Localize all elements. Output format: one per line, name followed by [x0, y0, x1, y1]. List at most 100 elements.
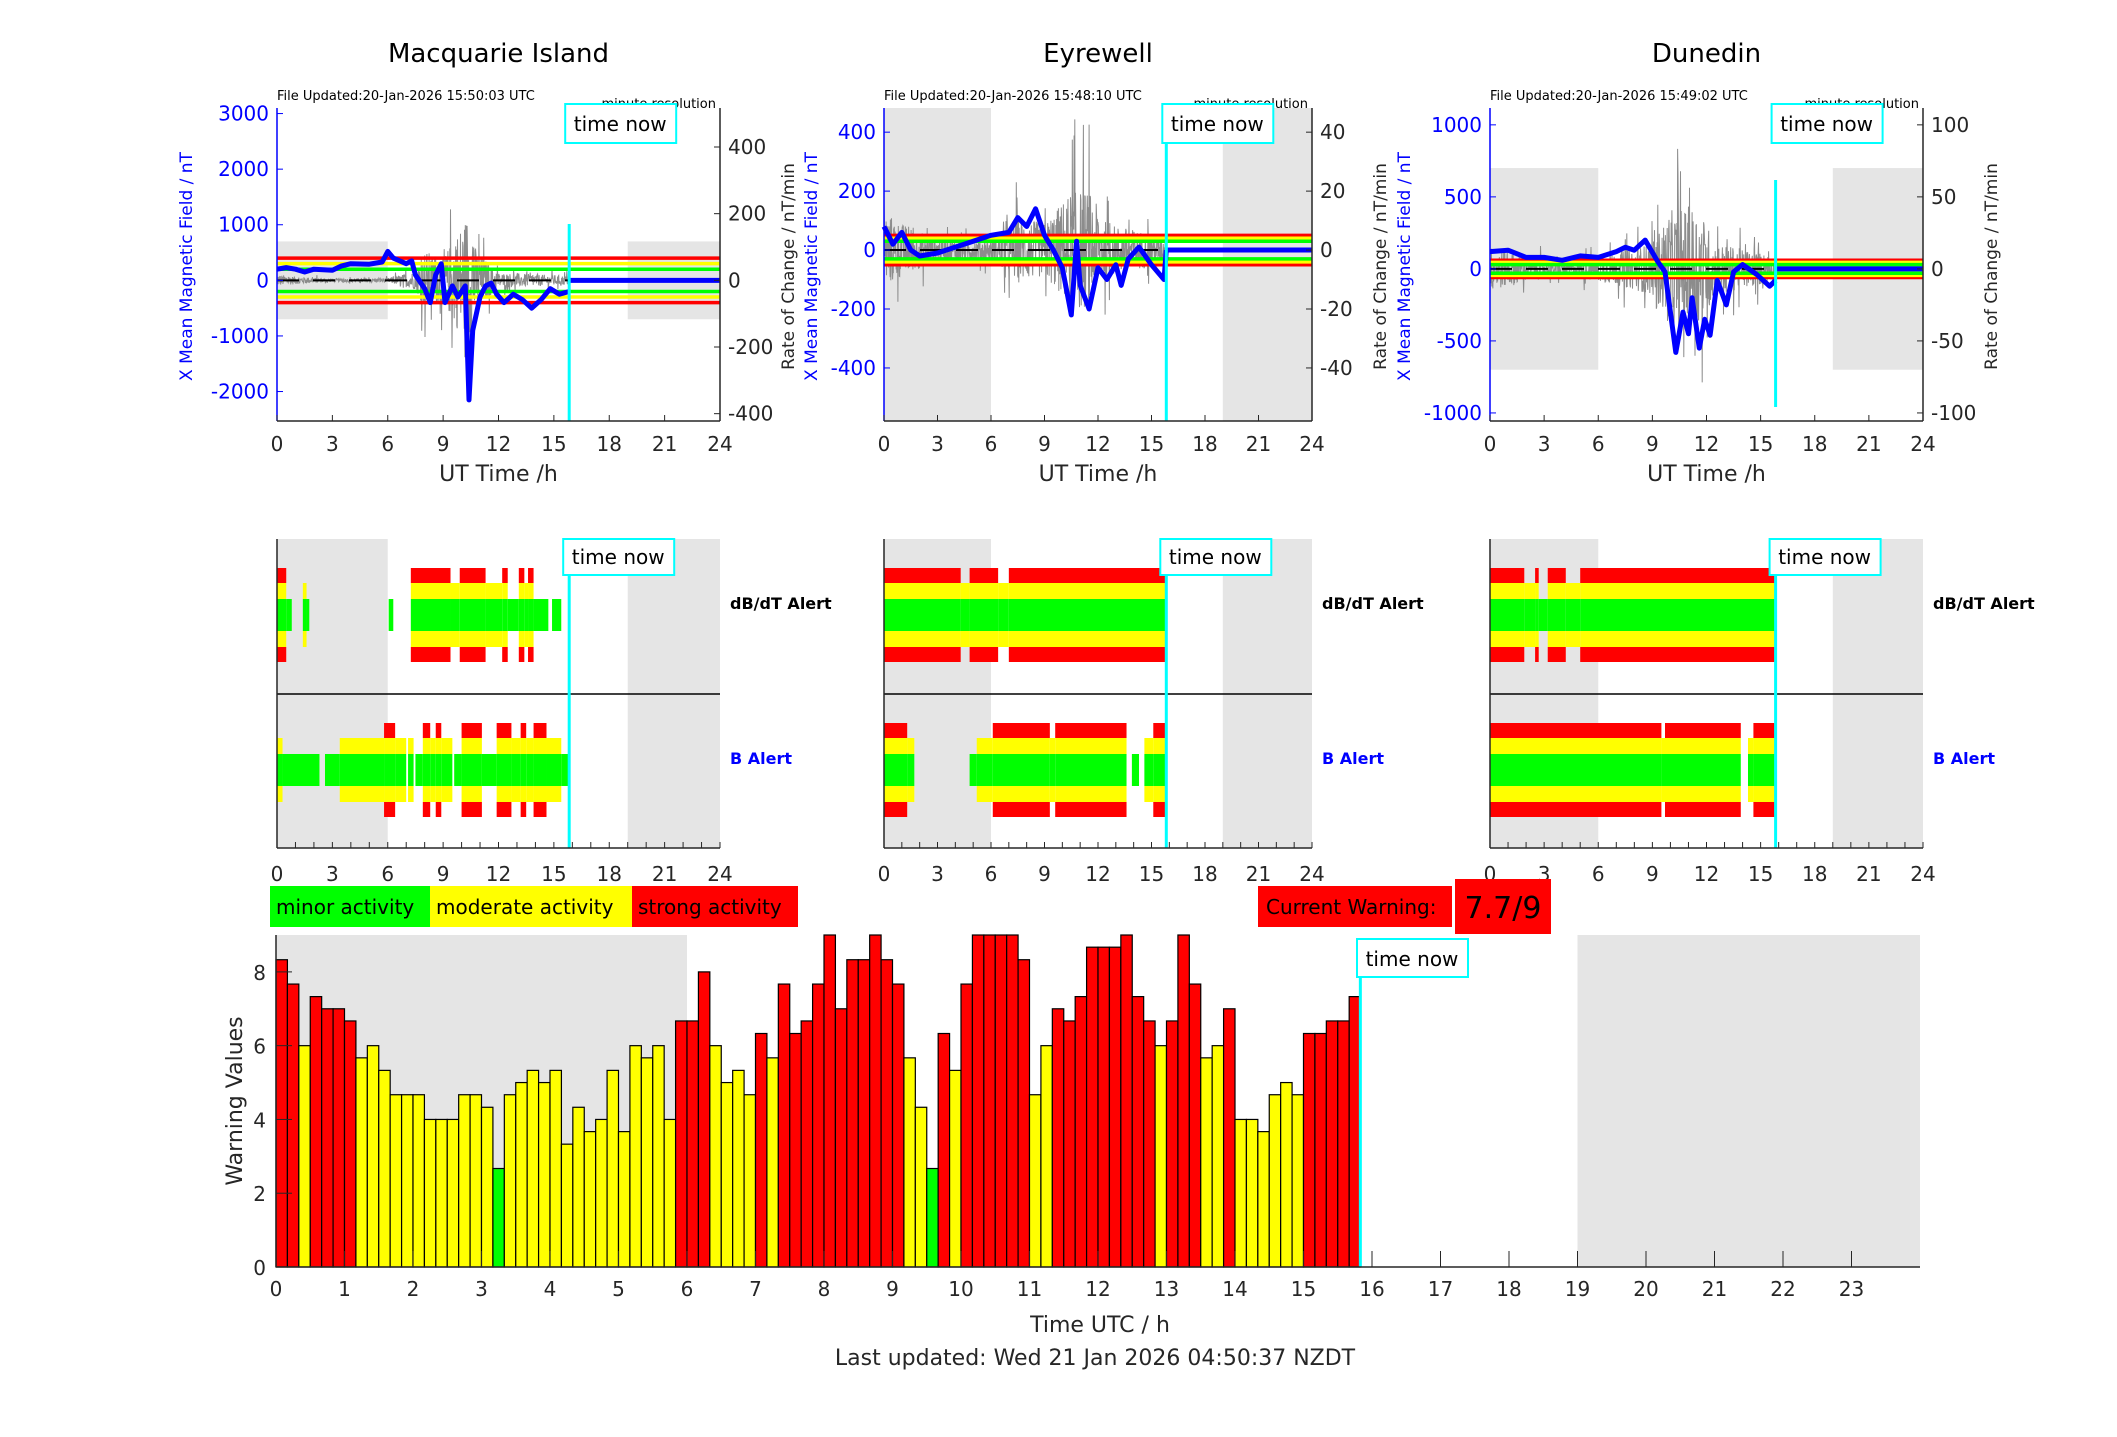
warning-bar — [332, 1008, 346, 1268]
right-tick-label: 20 — [1320, 179, 1345, 203]
warning-bar — [880, 959, 894, 1268]
b-alert-minor-bar — [1049, 754, 1056, 786]
b-alert-minor-bar — [384, 754, 396, 786]
x-tick-label: 22 — [1770, 1277, 1795, 1301]
station-eyrewell-field-chart: Eyrewell File Updated:20-Jan-2026 15:48:1… — [802, 39, 1391, 487]
mean-field-series — [1489, 237, 1778, 355]
db-dt-alert-strong-bar — [1008, 647, 1166, 662]
warning-bar — [994, 934, 1008, 1268]
time-now-box — [1356, 938, 1469, 978]
db-dt-alert-minor-bar — [524, 599, 529, 631]
b-alert-strong-bar — [1665, 802, 1741, 817]
b-alert-moderate-bar — [496, 738, 512, 754]
station-macquarie-island-alert-chart: time now 0 3 6 9 12 15 18 21 24 dB/dT Alert B Alert — [271, 538, 832, 886]
db-dt-alert-moderate-bar — [502, 631, 508, 647]
warning-bar — [606, 1069, 620, 1268]
b-alert-moderate-bar — [408, 786, 414, 802]
b-alert-minor-bar — [546, 754, 562, 786]
right-tick-label: -200 — [728, 335, 773, 359]
x-tick-label: 24 — [1299, 432, 1324, 456]
warning-bar — [891, 983, 905, 1268]
left-tick-label: 2000 — [218, 157, 269, 181]
b-alert-strong-bar — [435, 723, 442, 738]
warning-bar — [1234, 1118, 1248, 1268]
b-alert-minor-bar — [1490, 754, 1662, 786]
warning-bar — [1222, 1008, 1236, 1268]
b-alert-moderate-bar — [1153, 786, 1166, 802]
left-tick-label: 400 — [838, 120, 876, 144]
db-dt-alert-moderate-bar — [1008, 583, 1166, 599]
db-dt-alert-minor-bar — [518, 599, 525, 631]
alert-x-tick-label: 6 — [381, 862, 394, 886]
db-dt-alert-minor-bar — [552, 599, 562, 631]
b-alert-moderate-bar — [533, 786, 547, 802]
x-tick-label: 18 — [597, 432, 622, 456]
x-tick-label: 18 — [1496, 1277, 1521, 1301]
db-dt-alert-strong-bar — [969, 568, 999, 583]
alert-x-tick-label: 24 — [1910, 862, 1935, 886]
b-alert-minor-bar — [520, 754, 527, 786]
x-tick-label: 21 — [1246, 432, 1271, 456]
db-dt-alert-moderate-bar — [410, 583, 451, 599]
db-dt-alert-moderate-bar — [1565, 583, 1581, 599]
warning-bar — [537, 1081, 551, 1268]
db-dt-alert-moderate-bar — [1547, 583, 1566, 599]
x-tick-label: 15 — [1139, 432, 1164, 456]
b-alert-moderate-bar — [520, 786, 527, 802]
current-warning-value-box — [1455, 879, 1551, 934]
station-macquarie-island-field-chart: Macquarie Island File Updated:20-Jan-2026… — [177, 39, 799, 487]
warning-bar — [777, 983, 791, 1268]
db-dt-alert-moderate-bar — [884, 631, 961, 647]
b-alert-minor-bar — [395, 754, 407, 786]
b-alert-strong-bar — [1153, 802, 1166, 817]
left-axis-label: X Mean Magnetic Field / nT — [177, 151, 197, 381]
db-dt-alert-minor-bar — [302, 599, 307, 631]
b-alert-strong-bar — [520, 723, 527, 738]
warning-bar — [948, 1069, 962, 1268]
b-alert-strong-bar — [1490, 723, 1662, 738]
b-alert-strong-bar — [1490, 802, 1662, 817]
b-alert-moderate-bar — [976, 786, 993, 802]
warning-bar — [1051, 1008, 1065, 1268]
db-dt-alert-moderate-bar — [1490, 583, 1525, 599]
station-title: Eyrewell — [1043, 39, 1153, 69]
b-alert-moderate-bar — [884, 786, 908, 802]
x-tick-label: 6 — [1592, 432, 1605, 456]
db-dt-alert-minor-bar — [410, 599, 451, 631]
alert-x-tick-label: 15 — [1139, 862, 1164, 886]
alert-x-tick-label: 6 — [1592, 862, 1605, 886]
b-alert-strong-bar — [1753, 723, 1777, 738]
b-alert-minor-bar — [422, 754, 431, 786]
warning-bar — [309, 996, 323, 1268]
warning-bar — [446, 1118, 460, 1268]
db-dt-alert-minor-bar — [502, 599, 508, 631]
warning-bar — [503, 1094, 517, 1268]
warning-bar — [743, 1094, 757, 1268]
right-tick-label: 50 — [1931, 185, 1956, 209]
alert-x-tick-label: 6 — [985, 862, 998, 886]
x-tick-label: 6 — [681, 1277, 694, 1301]
time-now-label: time now — [1171, 112, 1264, 136]
time-now-box — [1159, 538, 1273, 576]
warning-bar — [1085, 946, 1099, 1268]
b-alert-moderate-bar — [395, 738, 407, 754]
x-tick-label: 20 — [1633, 1277, 1658, 1301]
file-updated-text: File Updated:20-Jan-2026 15:49:02 UTC — [1490, 89, 1748, 104]
b-alert-minor-bar — [324, 754, 340, 786]
b-alert-minor-bar — [1131, 754, 1140, 786]
db-dt-alert-strong-bar — [502, 647, 508, 662]
warning-bar — [389, 1094, 403, 1268]
y-tick-label: 2 — [253, 1182, 266, 1206]
b-alert-minor-bar — [1055, 754, 1127, 786]
left-tick-label: 0 — [256, 268, 269, 292]
db-dt-alert-minor-bar — [884, 599, 961, 631]
left-tick-label: 500 — [1444, 185, 1482, 209]
warning-bar — [846, 959, 859, 1268]
b-alert-moderate-bar — [339, 738, 385, 754]
warning-bar — [458, 1094, 471, 1268]
db-dt-alert-minor-bar — [507, 599, 519, 631]
db-dt-alert-moderate-bar — [518, 631, 525, 647]
warning-bar — [343, 1020, 357, 1268]
db-dt-alert-minor-bar — [533, 599, 549, 631]
mean-field-series — [276, 248, 570, 403]
